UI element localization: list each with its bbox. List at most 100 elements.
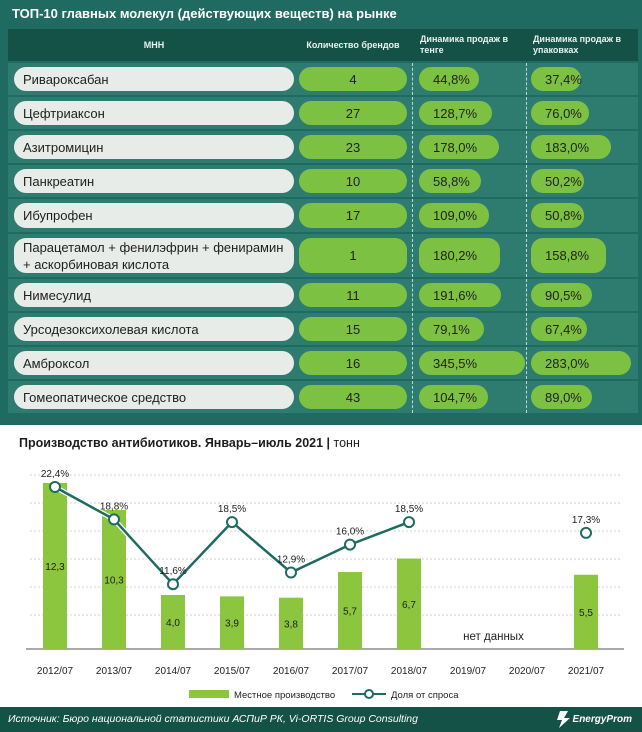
no-data-annotation: нет данных xyxy=(463,631,524,643)
sales-tenge-bar: 109,0% xyxy=(419,203,489,228)
brand-name: EnergyProm xyxy=(572,714,632,725)
molecule-name: Парацетамол + фенилэфрин + фенирамин + а… xyxy=(14,238,294,273)
share-value-label: 18,5% xyxy=(395,504,423,515)
bar xyxy=(279,597,303,649)
chart-section: Производство антибиотиков. Январь–июль 2… xyxy=(0,425,642,707)
x-tick-label: 2018/07 xyxy=(391,666,428,677)
bar-value-label: 5,7 xyxy=(343,607,357,618)
share-value-label: 18,5% xyxy=(218,504,246,515)
share-point xyxy=(344,538,356,551)
brand-count: 23 xyxy=(299,135,407,159)
x-tick-label: 2017/07 xyxy=(332,666,369,677)
bar xyxy=(574,574,598,649)
share-point xyxy=(49,481,61,493)
column-divider xyxy=(526,165,527,197)
sales-packs-bar: 50,8% xyxy=(531,203,584,228)
table-title: ТОП-10 главных молекул (действующих веще… xyxy=(12,6,397,21)
chart-title: Производство антибиотиков. Январь–июль 2… xyxy=(19,436,360,450)
molecule-name: Урсодезоксихолевая кислота xyxy=(14,317,294,341)
brand-count: 16 xyxy=(299,351,407,375)
sales-packs-bar: 283,0% xyxy=(531,351,631,375)
share-line xyxy=(55,487,586,584)
sales-tenge-bar: 191,6% xyxy=(419,283,502,307)
x-tick-label: 2020/07 xyxy=(509,666,546,677)
share-value-label: 22,4% xyxy=(41,469,69,480)
bar xyxy=(220,596,244,649)
footer: Источник: Бюро национальной статистики А… xyxy=(0,707,642,732)
brand-count: 43 xyxy=(299,385,407,409)
sales-tenge-bar: 128,7% xyxy=(419,101,492,125)
legend-line-marker xyxy=(364,689,374,699)
column-divider xyxy=(526,347,527,379)
x-tick-label: 2013/07 xyxy=(96,666,133,677)
share-line-halo xyxy=(55,487,586,584)
brand-count: 15 xyxy=(299,317,407,341)
bar xyxy=(102,509,126,649)
chart-title-text: Производство антибиотиков. Январь–июль 2… xyxy=(19,436,324,450)
bar xyxy=(397,558,421,649)
table-row: Панкреатин 10 58,8% 50,2% xyxy=(8,165,638,197)
bar-value-label: 3,8 xyxy=(284,619,298,630)
table-row: Урсодезоксихолевая кислота 15 79,1% 67,4% xyxy=(8,313,638,345)
column-divider xyxy=(412,381,413,413)
legend-bar-label: Местное производство xyxy=(234,690,335,701)
x-tick-label: 2012/07 xyxy=(37,666,74,677)
molecule-name: Ибупрофен xyxy=(14,203,294,228)
sales-tenge-bar: 178,0% xyxy=(419,135,500,159)
column-divider xyxy=(526,381,527,413)
brand-count: 10 xyxy=(299,169,407,193)
bar-value-label: 6,7 xyxy=(402,600,416,611)
column-header-mnn: МНН xyxy=(143,39,165,50)
molecule-name: Ривароксабан xyxy=(14,67,294,91)
brand-count: 11 xyxy=(299,283,407,307)
table-row: Азитромицин 23 178,0% 183,0% xyxy=(8,131,638,163)
column-divider xyxy=(412,279,413,311)
molecule-name: Азитромицин xyxy=(14,135,294,159)
sales-packs-bar: 37,4% xyxy=(531,67,582,91)
sales-packs-bar: 89,0% xyxy=(531,385,592,409)
molecule-name: Гомеопатическое средство xyxy=(14,385,294,409)
column-divider xyxy=(526,199,527,232)
column-divider xyxy=(526,97,527,129)
table-row: Нимесулид 11 191,6% 90,5% xyxy=(8,279,638,311)
sales-tenge-bar: 58,8% xyxy=(419,169,482,193)
bar-value-label: 3,9 xyxy=(225,619,239,630)
table-row: Цефтриаксон 27 128,7% 76,0% xyxy=(8,97,638,129)
x-tick-label: 2014/07 xyxy=(155,666,192,677)
bar-value-label: 5,5 xyxy=(579,608,593,619)
share-point xyxy=(403,516,415,529)
molecule-name: Панкреатин xyxy=(14,169,294,193)
molecule-name: Цефтриаксон xyxy=(14,101,294,125)
source-note: Источник: Бюро национальной статистики А… xyxy=(8,713,418,725)
molecule-name: Нимесулид xyxy=(14,283,294,307)
table-row: Ривароксабан 4 44,8% 37,4% xyxy=(8,63,638,95)
table-row: Ибупрофен 17 109,0% 50,8% xyxy=(8,199,638,232)
table-row: Гомеопатическое средство 43 104,7% 89,0% xyxy=(8,381,638,413)
column-divider xyxy=(412,131,413,163)
column-header-sales-tenge: Динамика продаж в тенге xyxy=(420,34,509,55)
sales-packs-bar: 158,8% xyxy=(531,238,606,273)
legend-line-label: Доля от спроса xyxy=(391,690,459,701)
column-divider xyxy=(412,234,413,277)
share-point xyxy=(108,513,120,526)
chart-svg: 12,3 10,3 4,0 3,9 3,8 5,7 6,7 5,5 22,4% 18,8% 11,6… xyxy=(26,469,624,701)
column-divider xyxy=(412,347,413,379)
share-point xyxy=(226,516,238,529)
sales-tenge-bar: 44,8% xyxy=(419,67,479,91)
share-value-label: 16,0% xyxy=(336,527,364,538)
table-header: МНН Количество брендов Динамика продаж в… xyxy=(8,29,638,61)
column-divider xyxy=(526,234,527,277)
table-row: Парацетамол + фенилэфрин + фенирамин + а… xyxy=(8,234,638,277)
sales-packs-bar: 76,0% xyxy=(531,101,589,125)
column-divider xyxy=(412,63,413,95)
x-tick-label: 2019/07 xyxy=(450,666,487,677)
bar-value-label: 10,3 xyxy=(104,575,124,586)
bar xyxy=(338,572,362,649)
share-point xyxy=(167,578,179,591)
molecule-name: Амброксол xyxy=(14,351,294,375)
sales-tenge-bar: 79,1% xyxy=(419,317,485,341)
column-divider xyxy=(526,63,527,95)
column-header-sales-packs: Динамика продаж в упаковках xyxy=(533,34,622,55)
sales-packs-bar: 67,4% xyxy=(531,317,588,341)
sales-tenge-bar: 104,7% xyxy=(419,385,489,409)
